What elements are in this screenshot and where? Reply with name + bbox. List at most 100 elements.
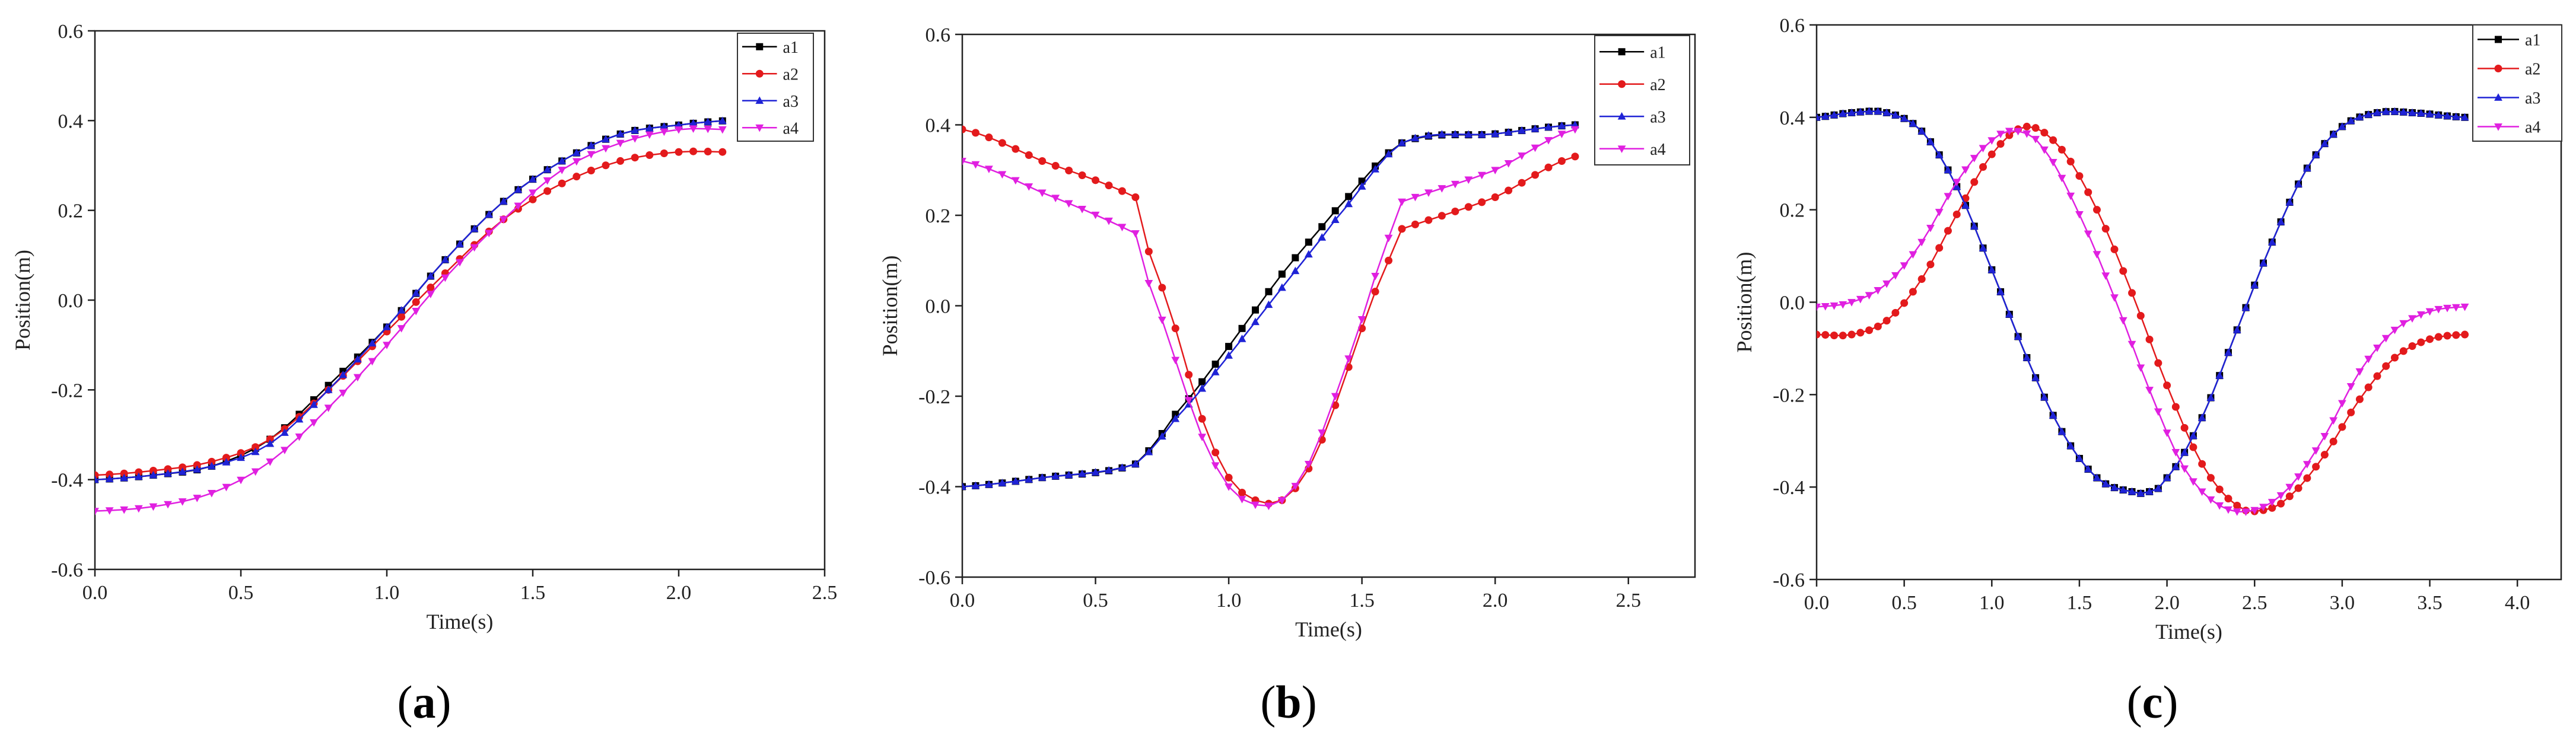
data-point-a2 xyxy=(2224,495,2232,503)
data-point-a4 xyxy=(1025,183,1033,191)
data-point-a2 xyxy=(2285,492,2294,501)
data-point-a4 xyxy=(558,167,567,174)
data-point-a4 xyxy=(1091,211,1100,219)
data-point-a3 xyxy=(2250,281,2259,289)
data-point-a4 xyxy=(1464,176,1473,184)
y-tick-label: 0.4 xyxy=(926,115,951,137)
legend-b: a1 a2 a3 a4 xyxy=(1594,35,1690,165)
data-point-a3 xyxy=(1909,119,1917,127)
data-point-a1 xyxy=(1238,324,1246,332)
data-point-a2 xyxy=(1987,150,1996,158)
data-point-a1 xyxy=(1198,378,1206,386)
x-tick-label: 2.5 xyxy=(2242,592,2267,614)
data-point-a3 xyxy=(1105,466,1113,474)
data-point-a3 xyxy=(2049,411,2057,419)
data-point-a3 xyxy=(1318,233,1327,241)
data-point-a4 xyxy=(383,342,391,349)
data-point-a2 xyxy=(1926,260,1935,269)
series-line-a4 xyxy=(962,128,1576,507)
data-point-a4 xyxy=(602,145,610,153)
data-point-a3 xyxy=(558,157,567,164)
data-point-a2 xyxy=(1970,178,1979,186)
data-point-a4 xyxy=(1477,171,1486,180)
data-point-a1 xyxy=(1292,254,1299,262)
data-point-a3 xyxy=(456,240,464,247)
data-point-a2 xyxy=(1451,207,1459,215)
data-point-a2 xyxy=(179,463,187,472)
data-point-a3 xyxy=(2162,473,2171,481)
data-point-a4 xyxy=(1251,501,1260,509)
data-point-a4 xyxy=(1952,179,1961,187)
data-point-a3 xyxy=(2259,259,2267,266)
y-tick-label: -0.6 xyxy=(1773,569,1805,591)
data-point-a4 xyxy=(1238,496,1246,504)
data-point-a3 xyxy=(2329,130,2338,138)
data-point-a4 xyxy=(470,244,479,252)
data-point-a1 xyxy=(1278,270,1286,278)
chart-panel-a: 0.0 0.5 1.0 1.5 2.0 2.5 -0.6 -0.4 -0.2 0.0 0.2 0.4 0… xyxy=(11,21,837,728)
data-point-a4 xyxy=(1504,160,1513,168)
data-point-a2 xyxy=(2338,423,2346,431)
data-point-a2 xyxy=(2373,372,2381,380)
chart-panel-b: 0.0 0.5 1.0 1.5 2.0 2.5 -0.6 -0.4 -0.2 0.0 0.2 0.4 0… xyxy=(878,24,1696,728)
data-point-a3 xyxy=(368,339,377,347)
data-point-a4 xyxy=(1817,303,1821,311)
data-point-a3 xyxy=(514,185,523,193)
data-point-a2 xyxy=(543,187,552,195)
data-point-a3 xyxy=(2381,107,2390,115)
data-point-a3 xyxy=(251,447,260,456)
legend-marker-a4 xyxy=(1617,145,1626,153)
data-point-a3 xyxy=(1025,475,1033,483)
data-point-a2 xyxy=(1398,225,1406,233)
data-point-a2 xyxy=(587,167,595,175)
data-point-a3 xyxy=(1900,114,1909,122)
data-point-a4 xyxy=(2390,326,2399,335)
series-line-a4 xyxy=(1817,130,2465,512)
data-point-a2 xyxy=(1118,187,1126,195)
data-point-a2 xyxy=(1238,489,1246,497)
data-point-a2 xyxy=(1900,299,1909,307)
legend-label-a1: a1 xyxy=(2525,31,2540,50)
data-point-a4 xyxy=(1118,224,1127,231)
data-point-a3 xyxy=(95,475,99,483)
y-tick-label: 0.0 xyxy=(1780,292,1805,314)
data-point-a2 xyxy=(985,133,993,142)
data-point-a3 xyxy=(1424,131,1433,139)
data-point-a4 xyxy=(2294,473,2303,481)
data-point-a4 xyxy=(2443,304,2451,313)
data-point-a4 xyxy=(962,158,966,165)
legend-marker-a3 xyxy=(755,96,764,104)
data-point-a4 xyxy=(1926,224,1935,233)
data-point-a2 xyxy=(2171,403,2180,411)
data-point-a2 xyxy=(2294,484,2303,492)
panel-label-c: (c) xyxy=(2127,676,2179,728)
data-point-a3 xyxy=(2005,310,2014,318)
x-tick-label: 1.5 xyxy=(1349,590,1375,612)
data-point-a3 xyxy=(2294,180,2303,187)
data-point-a4 xyxy=(2136,364,2145,372)
y-tick-label: -0.6 xyxy=(918,567,950,589)
data-point-a1 xyxy=(1211,360,1219,368)
data-point-a4 xyxy=(2022,130,2031,138)
data-point-a4 xyxy=(2197,488,2206,496)
data-point-a4 xyxy=(1318,429,1327,437)
series-line-a2 xyxy=(962,128,1576,505)
data-point-a4 xyxy=(1331,393,1340,401)
data-point-a2 xyxy=(1078,171,1086,180)
data-point-a3 xyxy=(1304,250,1313,258)
data-point-a4 xyxy=(1944,193,1952,200)
data-point-a1 xyxy=(1252,306,1259,314)
data-point-a2 xyxy=(962,125,966,133)
data-point-a3 xyxy=(1464,130,1473,138)
x-tick-label: 0.0 xyxy=(82,582,108,604)
data-point-a4 xyxy=(985,165,993,173)
legend-label-a3: a3 xyxy=(2525,90,2540,108)
data-point-a4 xyxy=(1211,462,1220,470)
legend-marker-a3 xyxy=(2494,93,2502,101)
data-point-a2 xyxy=(2347,408,2355,416)
data-point-a2 xyxy=(1158,284,1166,292)
data-point-a3 xyxy=(1091,468,1100,476)
data-point-a4 xyxy=(2075,211,2084,219)
data-point-a2 xyxy=(2303,474,2311,482)
